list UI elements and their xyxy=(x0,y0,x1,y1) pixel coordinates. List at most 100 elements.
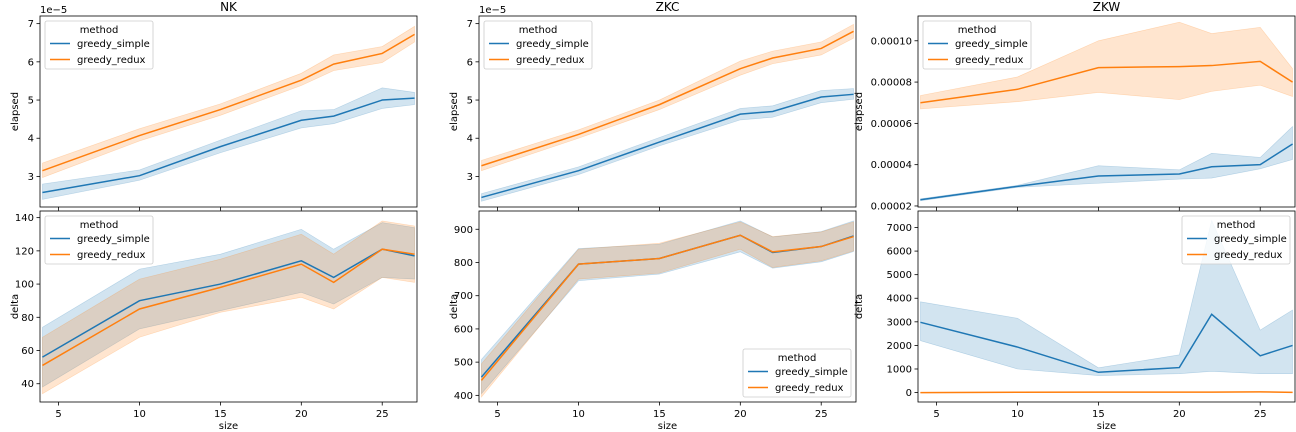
y-tick-label: 5 xyxy=(28,96,34,107)
y-tick-label: 4 xyxy=(28,134,34,145)
plot-frame xyxy=(478,210,857,403)
x-tick-label: 20 xyxy=(295,409,308,420)
legend-label-greedy-redux: greedy_redux xyxy=(77,55,146,66)
x-tick-label: 15 xyxy=(214,409,227,420)
legend-title: method xyxy=(958,25,997,36)
y-tick-label: 6 xyxy=(467,57,473,68)
y-tick-label: 400 xyxy=(454,391,473,402)
legend-box xyxy=(742,348,852,398)
line-greedy-redux xyxy=(42,33,415,172)
legend: method greedy_simple greedy_redux xyxy=(44,215,154,265)
legend-label-greedy-simple: greedy_simple xyxy=(77,234,150,245)
y-axis-label: delta xyxy=(854,294,865,319)
y-tick-label: 3 xyxy=(28,172,34,183)
panel-zkw-delta: 0 1000 2000 3000 4000 5000 6000 7000 5 10 15 20 25 si… xyxy=(854,210,1296,432)
x-tick-label: 20 xyxy=(734,409,747,420)
x-tick-label: 20 xyxy=(1173,409,1186,420)
x-tick-label: 15 xyxy=(1092,409,1105,420)
line-greedy-simple xyxy=(42,97,415,194)
x-axis-label: size xyxy=(1097,421,1116,432)
y-tick-label: 40 xyxy=(21,379,34,390)
line-greedy-simple xyxy=(920,313,1293,374)
legend-label-greedy-simple: greedy_simple xyxy=(1214,234,1287,245)
y-tick-label: 60 xyxy=(21,346,34,357)
y-axis-label: elapsed xyxy=(449,92,460,131)
legend-title: method xyxy=(80,25,119,36)
panel-title: NK xyxy=(220,0,238,14)
plot-frame xyxy=(39,210,418,403)
legend-title: method xyxy=(519,25,558,36)
x-tick-label: 10 xyxy=(133,409,146,420)
y-tick-label: 3000 xyxy=(887,317,912,328)
y-tick-label: 3 xyxy=(467,172,473,183)
legend-box xyxy=(922,20,1032,70)
plot-frame xyxy=(917,15,1296,208)
legend-label-greedy-simple: greedy_simple xyxy=(516,39,589,50)
y-tick-label: 7 xyxy=(28,19,34,30)
x-tick-label: 5 xyxy=(494,409,500,420)
legend-box xyxy=(44,20,154,70)
panel-nk-delta: 40 60 80 100 120 140 5 10 15 20 25 size delta method g… xyxy=(10,210,418,432)
legend-box xyxy=(1181,215,1291,265)
line-greedy-simple xyxy=(481,93,854,199)
legend-box xyxy=(483,20,593,70)
y-tick-label: 4 xyxy=(467,134,473,145)
y-tick-label: 4000 xyxy=(887,294,912,305)
panel-zkc-elapsed: 3 4 5 6 7 ZKC elapsed 1e−5 method greedy_simplegr… xyxy=(449,0,857,211)
x-tick-label: 15 xyxy=(653,409,666,420)
y-tick-label: 0.00006 xyxy=(871,119,912,130)
x-tick-label: 5 xyxy=(55,409,61,420)
offset-text: 1e−5 xyxy=(40,5,67,16)
y-tick-label: 0.00002 xyxy=(871,201,912,212)
panel-title: ZKC xyxy=(656,0,680,14)
y-tick-label: 1000 xyxy=(887,364,912,375)
y-tick-label: 0.00008 xyxy=(871,78,912,89)
panel-title: ZKW xyxy=(1093,0,1121,14)
x-tick-label: 25 xyxy=(376,409,389,420)
y-tick-label: 600 xyxy=(454,324,473,335)
legend-label-greedy-simple: greedy_simple xyxy=(77,39,150,50)
legend: method greedy_simple greedy_redux xyxy=(483,20,593,70)
band-greedy-simple xyxy=(481,88,854,202)
line-greedy-redux xyxy=(480,234,854,381)
band-greedy-simple xyxy=(920,219,1293,376)
line-greedy-redux xyxy=(920,391,1293,394)
legend-title: method xyxy=(80,220,119,231)
legend: method greedy_simple greedy_redux xyxy=(1181,215,1291,265)
plot-frame xyxy=(917,210,1296,403)
x-tick-label: 10 xyxy=(572,409,585,420)
panel-zkw-elapsed: 0.00002 0.00004 0.00006 0.00008 0.00010 ZKW el… xyxy=(854,0,1296,212)
offset-text: 1e−5 xyxy=(479,5,506,16)
band-greedy-redux xyxy=(920,21,1293,110)
panel-zkc-delta: 400 500 600 700 800 900 5 10 15 20 25 size delta meth… xyxy=(449,210,857,432)
x-tick-label: 25 xyxy=(815,409,828,420)
line-greedy-simple xyxy=(920,143,1293,201)
band-greedy-redux xyxy=(42,25,415,179)
panel-nk-elapsed: 3 4 5 6 7 NK elapsed 1e−5 method greedy_simplegre… xyxy=(10,0,418,211)
y-tick-label: 6 xyxy=(28,57,34,68)
y-axis-label: delta xyxy=(449,294,460,319)
y-axis-label: elapsed xyxy=(10,92,21,131)
y-tick-label: 5000 xyxy=(887,270,912,281)
legend: method greedy_simple greedy_redux xyxy=(44,20,154,70)
legend-label-greedy-redux: greedy_redux xyxy=(775,383,844,394)
band-greedy-simple xyxy=(42,222,415,388)
line-greedy-redux xyxy=(481,30,854,167)
legend-label-greedy-redux: greedy_redux xyxy=(1214,250,1283,261)
legend-label-greedy-redux: greedy_redux xyxy=(77,250,146,261)
y-tick-label: 7 xyxy=(467,19,473,30)
y-tick-label: 500 xyxy=(454,358,473,369)
legend-box xyxy=(44,215,154,265)
y-tick-label: 2000 xyxy=(887,341,912,352)
legend: method greedy_simple greedy_redux xyxy=(922,20,1032,70)
band-greedy-redux xyxy=(481,221,854,398)
y-tick-label: 0.00010 xyxy=(871,36,912,47)
y-tick-label: 0.00004 xyxy=(871,160,912,171)
band-greedy-simple xyxy=(920,125,1293,202)
band-greedy-simple xyxy=(481,220,854,395)
legend-title: method xyxy=(1217,220,1256,231)
x-tick-label: 5 xyxy=(933,409,939,420)
y-tick-label: 0 xyxy=(906,388,912,399)
y-axis-label: delta xyxy=(10,294,21,319)
